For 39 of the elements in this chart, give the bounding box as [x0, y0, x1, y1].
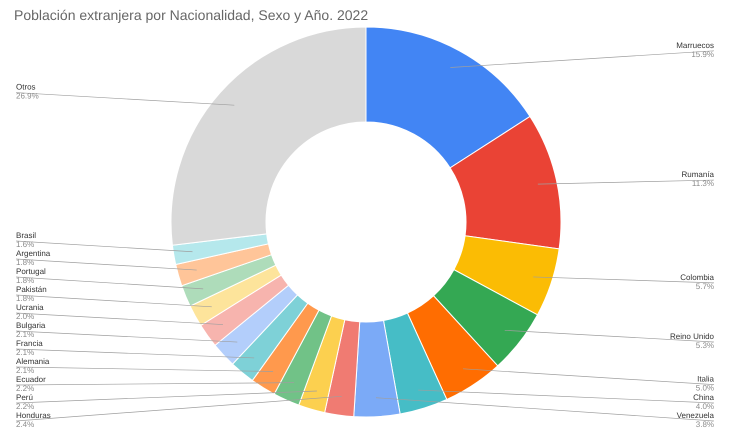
data-label: 15.9% [691, 50, 714, 59]
data-label: 5.3% [696, 341, 714, 350]
slice-label: Otros [16, 82, 36, 92]
data-label: 2.1% [16, 366, 34, 375]
data-label: 2.2% [16, 402, 34, 411]
slice-label: Argentina [16, 249, 51, 258]
slice-label: Reino Unido [670, 332, 715, 341]
data-label: 3.8% [696, 420, 714, 429]
data-label: 5.0% [696, 384, 714, 393]
chart-title: Población extranjera por Nacionalidad, Sexo y Año. 2022 [14, 7, 368, 23]
data-label: 1.8% [16, 294, 34, 303]
slice-label: China [693, 393, 715, 402]
data-label: 2.2% [16, 384, 34, 393]
data-label: 2.4% [16, 420, 34, 429]
data-label: 1.8% [16, 276, 34, 285]
slice-label: Alemania [16, 357, 50, 366]
slice-label: Italia [697, 374, 715, 384]
data-label: 11.3% [692, 179, 714, 188]
data-label: 2.1% [16, 348, 34, 357]
slice-label: Perú [16, 393, 33, 402]
slice-label: Rumanía [682, 170, 715, 180]
data-label: 2.0% [16, 312, 34, 321]
slice-label: Ecuador [16, 375, 46, 384]
data-label: 2.1% [16, 330, 34, 339]
slice-label: Portugal [16, 267, 46, 276]
slice-label: Colombia [680, 272, 715, 282]
slice-label: Pakistán [16, 285, 47, 294]
slice-label: Ucrania [16, 303, 44, 312]
slice-label: Francia [16, 339, 44, 348]
slice-label: Honduras [16, 411, 51, 420]
data-label: 1.8% [16, 258, 34, 267]
data-label: 5.7% [696, 282, 714, 291]
data-label: 1.6% [16, 240, 34, 249]
slice-label: Venezuela [676, 411, 715, 420]
slice-label: Bulgaria [16, 321, 46, 330]
slice-label: Marruecos [676, 40, 714, 50]
slice-label: Brasil [16, 231, 36, 240]
data-label: 26.9% [16, 92, 39, 101]
data-label: 4.0% [696, 402, 714, 411]
